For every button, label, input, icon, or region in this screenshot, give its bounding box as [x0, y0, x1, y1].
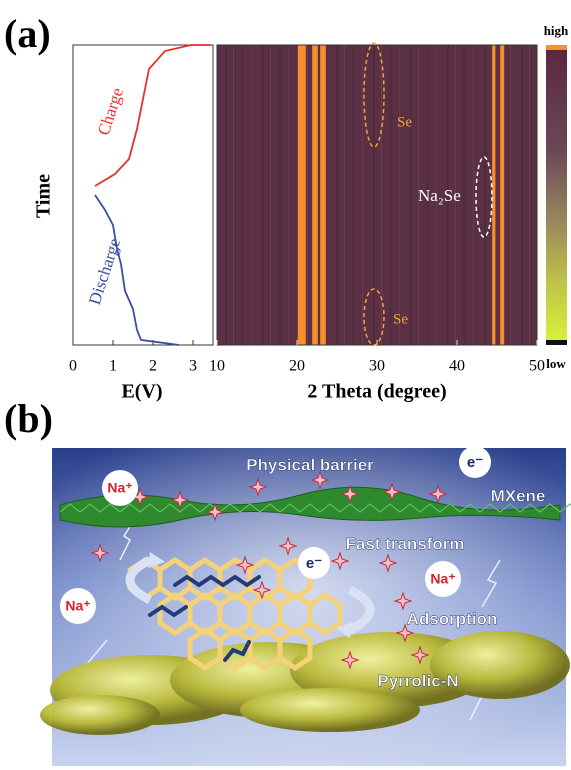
annotation: Na₂Se	[418, 186, 461, 205]
colorbar-label: high	[544, 23, 569, 38]
heatmap-background	[217, 45, 537, 345]
annotation: Se	[397, 114, 412, 130]
x-tick-label: 3	[189, 358, 197, 375]
diffraction-band	[320, 45, 326, 345]
diffraction-band	[298, 45, 306, 345]
electron-label: e⁻	[306, 555, 322, 572]
illustration-label: Adsorption	[407, 609, 498, 628]
illustration-label: Physical barrier	[246, 455, 374, 474]
diffraction-band	[500, 45, 504, 345]
x-tick-label: 50	[529, 358, 545, 375]
illustration-label: Pyrrolic-N	[377, 671, 458, 690]
x-tick-label: 0	[69, 358, 77, 375]
ion-label: Na⁺	[107, 480, 132, 496]
ion-label: Na⁺	[430, 571, 455, 587]
illustration-label: Fast transform	[345, 534, 464, 553]
figure: 0123ChargeDischargeTimeE(V)(a)1020304050…	[0, 0, 571, 770]
x-tick-label: 2	[149, 358, 157, 375]
ion-label: Na⁺	[65, 598, 90, 614]
x-tick-label: 10	[209, 358, 225, 375]
colorbar-label: low	[546, 356, 566, 371]
colorbar	[546, 50, 567, 340]
x-tick-label: 1	[109, 358, 117, 375]
colorbar-cap	[546, 340, 567, 345]
diffraction-band	[312, 45, 318, 345]
colorbar-cap	[546, 45, 567, 50]
x-tick-label: 20	[289, 358, 305, 375]
panel-label: (a)	[4, 11, 51, 56]
y-axis-label: Time	[33, 174, 55, 218]
x-axis-label: 2 Theta (degree)	[307, 381, 446, 403]
x-tick-label: 30	[369, 358, 385, 375]
electron-label: e⁻	[467, 454, 483, 471]
annotation: Se	[393, 311, 408, 327]
panel-label: (b)	[4, 396, 53, 441]
x-axis-label: E(V)	[121, 381, 162, 403]
illustration-label: MXene	[491, 486, 546, 505]
x-tick-label: 40	[449, 358, 465, 375]
diffraction-band	[492, 45, 495, 345]
